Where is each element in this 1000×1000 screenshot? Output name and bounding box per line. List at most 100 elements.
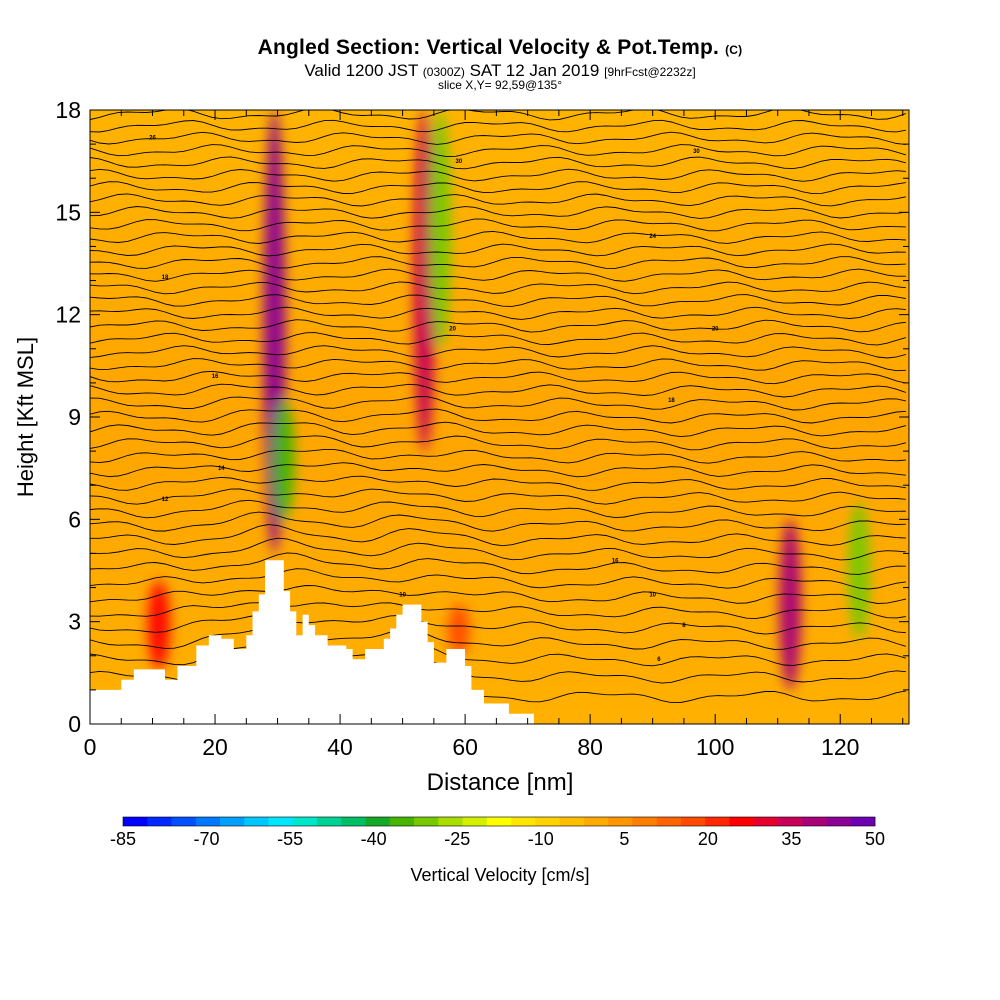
colorbar-swatch: [511, 817, 536, 826]
colorbar-swatch: [729, 817, 755, 826]
isentrope-line: [90, 552, 906, 575]
colorbar-swatch: [680, 817, 706, 826]
contour-label: 8: [682, 623, 686, 629]
contour-label: 20: [449, 326, 456, 332]
colorbar-swatch: [583, 817, 609, 826]
isentrope-line: [90, 475, 906, 491]
isentrope-line: [90, 408, 906, 424]
x-tick-label: 80: [577, 734, 603, 760]
y-tick-label: 9: [68, 404, 81, 430]
x-tick-label: 40: [327, 734, 353, 760]
colorbar-swatch: [123, 817, 148, 826]
isentrope-line: [90, 383, 907, 398]
contour-label: 20: [712, 326, 719, 332]
isentrope-line: [90, 435, 907, 451]
colorbar-swatch: [389, 817, 415, 826]
isentrope-line: [90, 511, 906, 532]
isentrope-line: [90, 119, 906, 133]
colorbar-tick-label: 20: [698, 829, 718, 849]
colorbar-tick-labels: -85 -70 -55 -40 -25 -10 5 20 35 50: [110, 829, 885, 849]
colorbar-swatch: [414, 817, 439, 826]
isentrope-line: [90, 168, 906, 182]
isentrope-line: [90, 110, 907, 121]
slice-info: slice X,Y= 92,59@135°: [437, 78, 563, 92]
contour-label: 16: [612, 558, 619, 564]
isentrope-line: [90, 537, 906, 561]
isentrope-line: [90, 131, 906, 145]
contour-labels: 26 18 16 14 12 30 20 10 30 24 20 18 16 10 8 6: [149, 135, 719, 663]
colorbar-tick-label: -40: [361, 829, 387, 849]
colorbar-swatch: [365, 817, 391, 826]
contour-label: 30: [456, 159, 463, 165]
contour-label: 16: [212, 374, 219, 380]
contour-label: 14: [218, 466, 225, 472]
chart-subtitle: Valid 1200 JST (0300Z) SAT 12 Jan 2019 […: [0, 61, 1000, 81]
x-tick-label: 20: [202, 734, 228, 760]
x-tick-label: 120: [821, 734, 859, 760]
y-tick-label: 3: [68, 609, 81, 635]
isentrope-line: [90, 84, 906, 96]
isentrope-line: [90, 370, 907, 385]
colorbar-swatch: [341, 817, 366, 826]
isentrope-line: [90, 396, 906, 411]
colorbar-swatch: [195, 817, 221, 826]
isentrope-line: [90, 332, 907, 346]
isentrope-line: [90, 448, 906, 464]
y-tick-label: 0: [68, 711, 81, 737]
velocity-field-background: [90, 110, 909, 724]
valid-fcst: [9hrFcst@2232z]: [604, 65, 696, 79]
colorbar-swatch: [171, 817, 197, 826]
valid-date: SAT 12 Jan 2019: [469, 61, 600, 80]
x-axis-label: Distance [nm]: [427, 769, 574, 796]
colorbar-swatch: [826, 817, 852, 826]
isentrope-line: [90, 306, 906, 320]
y-tick-label: 6: [68, 506, 81, 532]
colorbar-swatch: [608, 817, 633, 826]
isentrope-line: [90, 462, 906, 478]
y-axis-label: Height [Kft MSL]: [13, 337, 38, 497]
isentrope-line: [90, 206, 906, 219]
colorbar-swatch: [559, 817, 585, 826]
colorbar-swatch: [317, 817, 342, 826]
plot-area: 26 18 16 14 12 30 20 10 30 24 20 18 16 10 8 6: [90, 84, 909, 724]
colorbar-tick-label: -85: [110, 829, 136, 849]
isentrope-line: [90, 230, 906, 244]
colorbar-tick-label: -70: [194, 829, 220, 849]
isentrope-line: [90, 614, 906, 635]
x-tick-label: 0: [84, 734, 97, 760]
velocity-feature: [847, 502, 870, 639]
colorbar-tick-label: -10: [528, 829, 554, 849]
colorbar-swatch: [462, 817, 488, 826]
colorbar-swatch: [656, 817, 682, 826]
colorbar-tick-label: -25: [444, 829, 470, 849]
velocity-feature: [779, 519, 802, 690]
colorbar-label: Vertical Velocity [cm/s]: [410, 865, 589, 885]
contour-label: 30: [693, 149, 700, 155]
terrain: [90, 560, 534, 724]
colorbar-swatch: [535, 817, 560, 826]
contour-label: 10: [399, 592, 406, 598]
colorbar-swatch: [438, 817, 463, 826]
velocity-feature: [147, 580, 170, 670]
isentrope-line: [90, 319, 906, 333]
x-tick-label: 100: [696, 734, 734, 760]
isentrope-line: [90, 256, 906, 269]
valid-prefix: Valid 1200 JST: [304, 61, 419, 80]
contour-label: 24: [649, 234, 656, 240]
colorbar-swatch: [850, 817, 876, 826]
isentrope-line: [90, 193, 906, 207]
velocity-feature: [447, 604, 470, 656]
colorbar-swatch: [147, 817, 172, 826]
x-tick-labels: 0 20 40 60 80 100 120: [84, 734, 860, 760]
isentrope-contours: [90, 84, 907, 704]
colorbar-swatch: [802, 817, 827, 826]
y-tick-label: 12: [55, 302, 81, 328]
valid-utc: (0300Z): [422, 65, 465, 79]
colorbar-swatch: [220, 817, 245, 826]
colorbar-swatch: [753, 817, 779, 826]
colorbar: [122, 816, 876, 827]
isentrope-line: [90, 144, 907, 158]
colorbar-tick-label: -55: [277, 829, 303, 849]
isentrope-line: [90, 524, 906, 547]
